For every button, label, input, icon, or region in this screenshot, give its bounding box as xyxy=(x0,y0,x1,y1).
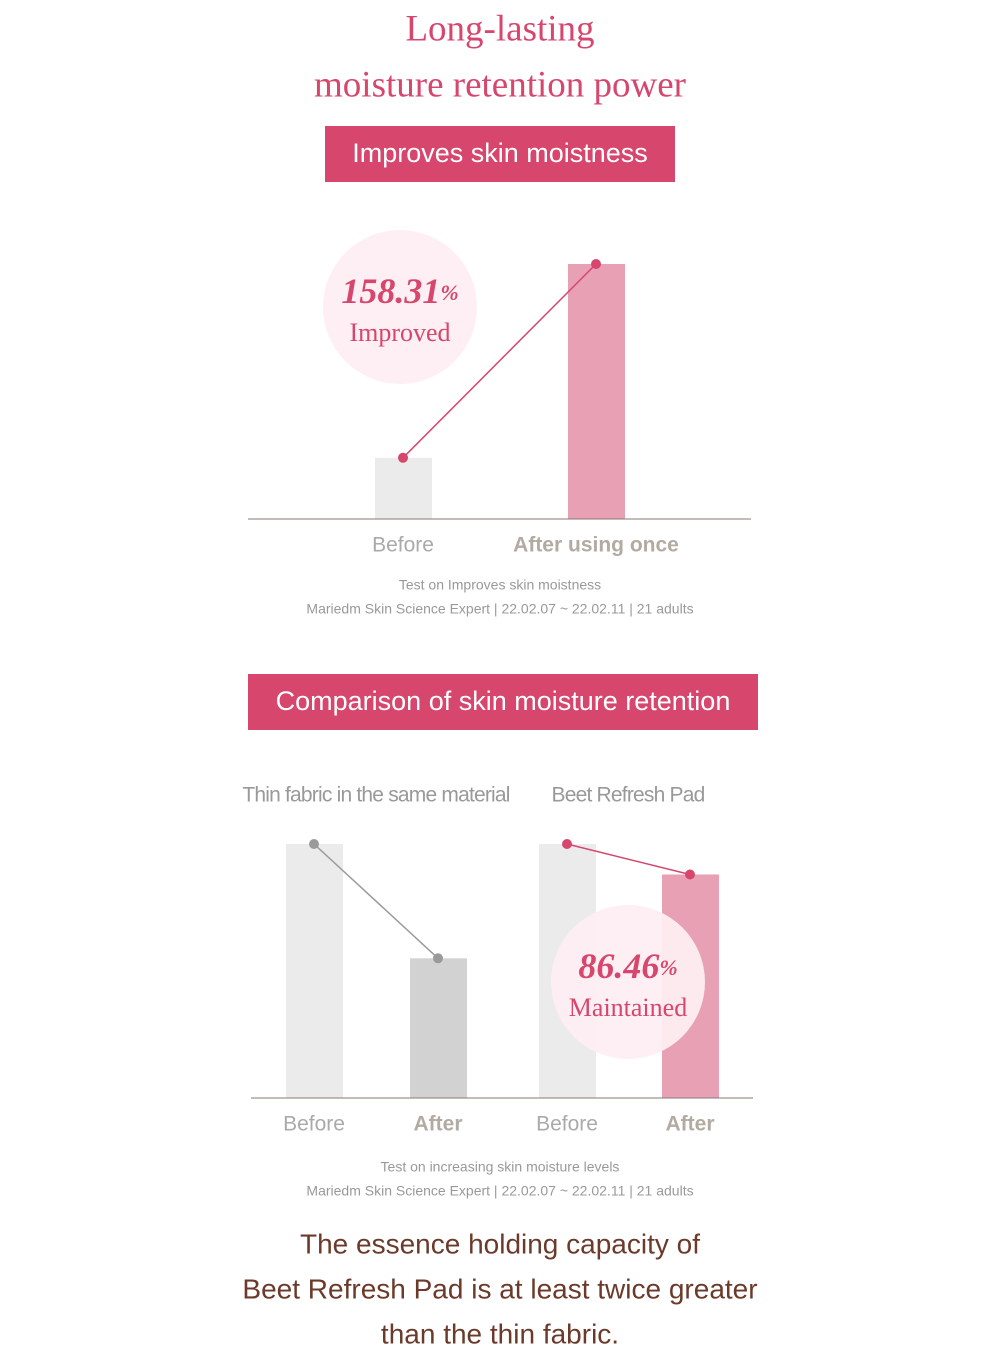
conclusion: Beet Refresh Pad is at least twice great… xyxy=(242,1273,757,1304)
x-tick-label: After xyxy=(665,1113,714,1136)
badge-value: 158.31% xyxy=(341,271,458,311)
banner-title: Comparison of skin moisture retention xyxy=(276,686,731,716)
badge-value: 86.46% xyxy=(578,946,677,986)
trend-line xyxy=(566,843,691,876)
trend-dot xyxy=(433,953,443,964)
x-tick-label: After using once xyxy=(513,534,679,557)
bar xyxy=(286,844,343,1098)
conclusion: The essence holding capacity of xyxy=(300,1228,700,1259)
trend-dot xyxy=(398,452,408,463)
badge-text: Maintained xyxy=(569,993,687,1022)
badge xyxy=(551,905,705,1059)
x-tick-label: Before xyxy=(536,1113,598,1136)
banner xyxy=(325,126,675,182)
bar xyxy=(375,457,432,519)
title: moisture retention power xyxy=(314,64,686,105)
badge xyxy=(323,230,477,384)
note: Mariedm Skin Science Expert | 22.02.07 ~… xyxy=(306,601,693,617)
bar xyxy=(568,264,625,519)
trend-line xyxy=(313,843,439,959)
badge-unit: % xyxy=(659,955,677,980)
title: Long-lasting xyxy=(405,8,594,49)
trend-dot xyxy=(562,839,572,849)
trend-dot xyxy=(591,259,601,269)
x-tick-label: Before xyxy=(372,534,434,557)
badge-number: 158.31 xyxy=(341,271,440,311)
x-tick-label: Before xyxy=(283,1113,345,1136)
badge-number: 86.46 xyxy=(578,946,659,986)
trend-dot xyxy=(685,869,695,880)
trend-line xyxy=(402,263,597,459)
note: Test on increasing skin moisture levels xyxy=(381,1159,620,1175)
note: Mariedm Skin Science Expert | 22.02.07 ~… xyxy=(306,1183,693,1199)
legend-label: Thin fabric in the same material xyxy=(242,784,509,807)
legend-label: Beet Refresh Pad xyxy=(552,784,705,807)
banner-title: Improves skin moistness xyxy=(352,138,648,168)
trend-dot xyxy=(309,839,319,849)
badge-text: Improved xyxy=(349,318,450,347)
banner xyxy=(248,674,758,730)
x-tick-label: After xyxy=(413,1113,462,1136)
bar xyxy=(410,958,467,1098)
note: Test on Improves skin moistness xyxy=(399,577,601,593)
badge-unit: % xyxy=(440,280,458,305)
conclusion: than the thin fabric. xyxy=(381,1318,619,1349)
